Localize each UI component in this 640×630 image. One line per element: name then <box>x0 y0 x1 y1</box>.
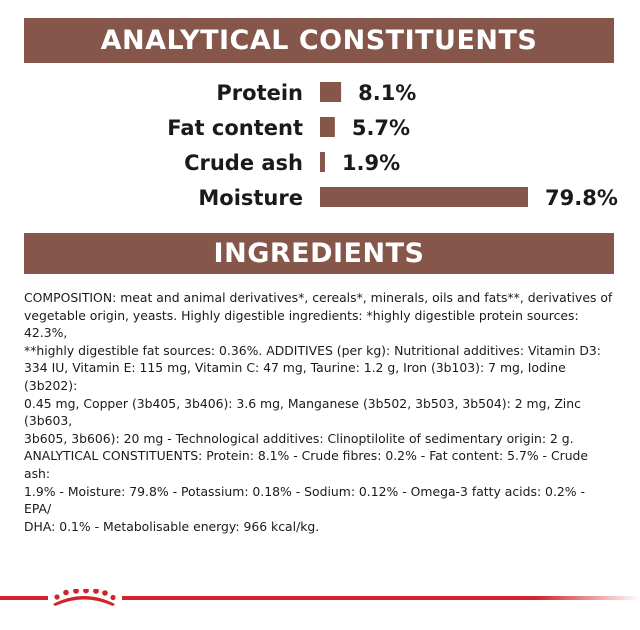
analytical-constituents-banner: ANALYTICAL CONSTITUENTS <box>24 18 614 63</box>
category-label: Moisture <box>198 186 303 210</box>
bar <box>320 82 342 102</box>
ingredients-text: COMPOSITION: meat and animal derivatives… <box>24 290 613 534</box>
royal-canin-crown-icon <box>53 589 116 606</box>
ingredients-banner: INGREDIENTS <box>24 233 614 274</box>
value-label: 8.1% <box>358 81 416 105</box>
category-label: Fat content <box>167 116 303 140</box>
category-label: Crude ash <box>184 151 303 175</box>
footer-line-right <box>122 596 640 600</box>
footer-line-left <box>0 596 48 600</box>
bar <box>320 152 325 172</box>
category-label: Protein <box>216 81 303 105</box>
value-label: 5.7% <box>352 116 410 140</box>
analytical-bar-chart: Protein 8.1% Fat content 5.7% Crude ash 1.9% M… <box>167 81 618 210</box>
footer-brand-strip <box>0 589 640 606</box>
value-label: 1.9% <box>342 151 400 175</box>
bar <box>320 187 528 207</box>
value-label: 79.8% <box>545 186 618 210</box>
bar <box>320 117 335 137</box>
